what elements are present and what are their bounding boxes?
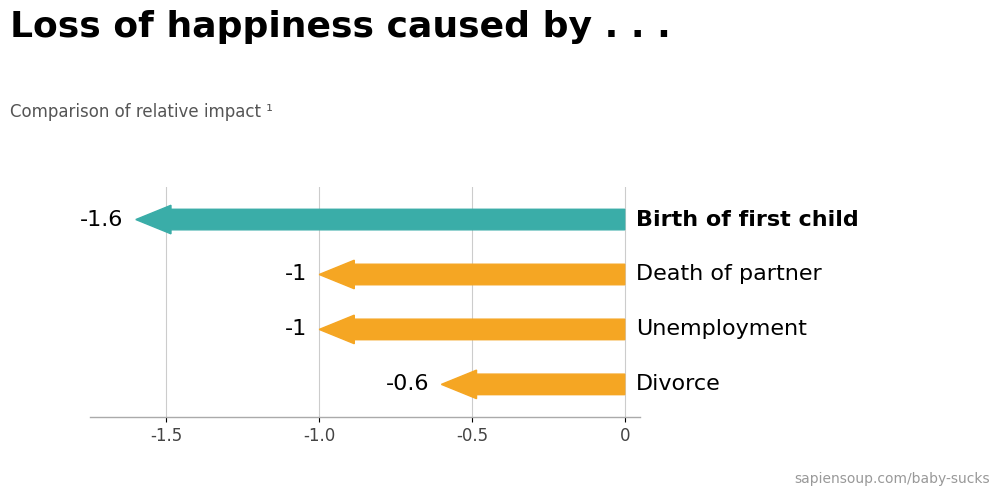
FancyArrow shape <box>319 315 625 344</box>
FancyArrow shape <box>319 260 625 289</box>
Text: -0.6: -0.6 <box>386 374 429 394</box>
Text: Unemployment: Unemployment <box>636 320 807 339</box>
FancyArrow shape <box>136 205 625 234</box>
FancyArrow shape <box>441 370 625 399</box>
Text: Loss of happiness caused by . . .: Loss of happiness caused by . . . <box>10 10 671 44</box>
Text: -1: -1 <box>285 265 307 284</box>
Text: Birth of first child: Birth of first child <box>636 210 859 230</box>
Text: Divorce: Divorce <box>636 374 721 394</box>
Text: Comparison of relative impact ¹: Comparison of relative impact ¹ <box>10 103 273 121</box>
Text: Death of partner: Death of partner <box>636 265 822 284</box>
Text: -1: -1 <box>285 320 307 339</box>
Text: sapiensoup.com/baby-sucks: sapiensoup.com/baby-sucks <box>794 472 990 486</box>
Text: -1.6: -1.6 <box>80 210 124 230</box>
